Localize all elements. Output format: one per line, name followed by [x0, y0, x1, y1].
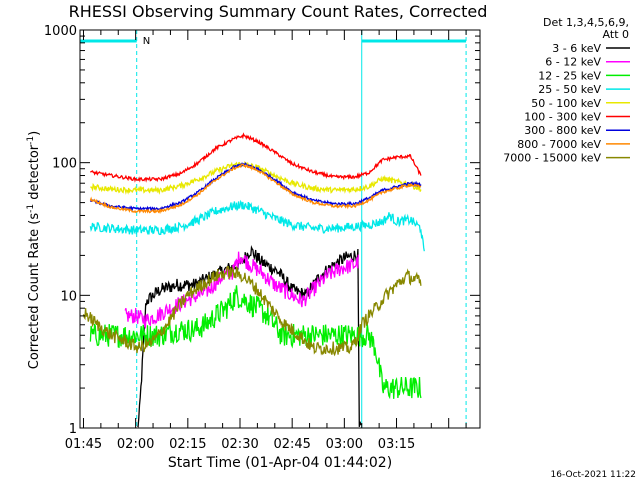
legend-header-line: Det 1,3,4,5,6,9,	[543, 16, 629, 29]
series-line-3	[89, 285, 422, 400]
y-label-main: Corrected Count Rate (s	[27, 213, 42, 370]
axes: 1 10 100 1000 01:45 02:00 02:15 02:30 02:45 03:00…	[44, 24, 481, 452]
plot-frame	[79, 29, 481, 429]
y-tick-label: 1	[69, 422, 77, 437]
legend-label: 800 - 7000 keV	[517, 138, 601, 151]
y-tick-label: 10	[60, 289, 77, 304]
legend-label: 12 - 25 keV	[538, 69, 601, 82]
night-marker-label: N	[143, 36, 150, 47]
legend-label: 300 - 800 keV	[524, 124, 601, 137]
series-line-4	[89, 199, 425, 252]
y-label-end: )	[27, 131, 42, 136]
series-line-6	[89, 132, 422, 183]
x-tick-label: 02:15	[169, 437, 206, 452]
series-line-8	[89, 163, 422, 215]
x-tick-label: 02:30	[221, 437, 258, 452]
footer-timestamp: 16-Oct-2021 11:22	[551, 470, 636, 480]
legend-label: 25 - 50 keV	[538, 83, 601, 96]
y-axis-label: Corrected Count Rate (s-1 detector-1)	[26, 131, 42, 369]
chart-title: RHESSI Observing Summary Count Rates, Co…	[69, 2, 488, 21]
x-tick-label: 03:00	[326, 437, 363, 452]
series-line-9	[82, 265, 422, 357]
y-label-sup-2: -1	[26, 136, 36, 145]
y-label-sup-1: -1	[26, 204, 36, 213]
series-line-2	[124, 251, 359, 330]
legend-label: 7000 - 15000 keV	[503, 152, 601, 165]
y-tick-label: 1000	[44, 24, 77, 39]
legend-label: 100 - 300 keV	[524, 111, 601, 124]
legend-header-line: Att 0	[603, 28, 629, 41]
x-axis-label: Start Time (01-Apr-04 01:44:02)	[168, 455, 392, 471]
legend-label: 6 - 12 keV	[545, 56, 601, 69]
x-tick-label: 02:45	[273, 437, 310, 452]
x-tick-label: 03:15	[378, 437, 415, 452]
y-label-mid: detector	[27, 144, 42, 204]
plot-area: N	[80, 30, 467, 428]
x-tick-label: 01:45	[65, 437, 102, 452]
legend-label: 3 - 6 keV	[552, 42, 601, 55]
y-tick-label: 100	[52, 157, 77, 172]
legend-label: 50 - 100 keV	[531, 97, 601, 110]
series-line-5	[90, 160, 422, 195]
x-tick-label: 02:00	[117, 437, 154, 452]
